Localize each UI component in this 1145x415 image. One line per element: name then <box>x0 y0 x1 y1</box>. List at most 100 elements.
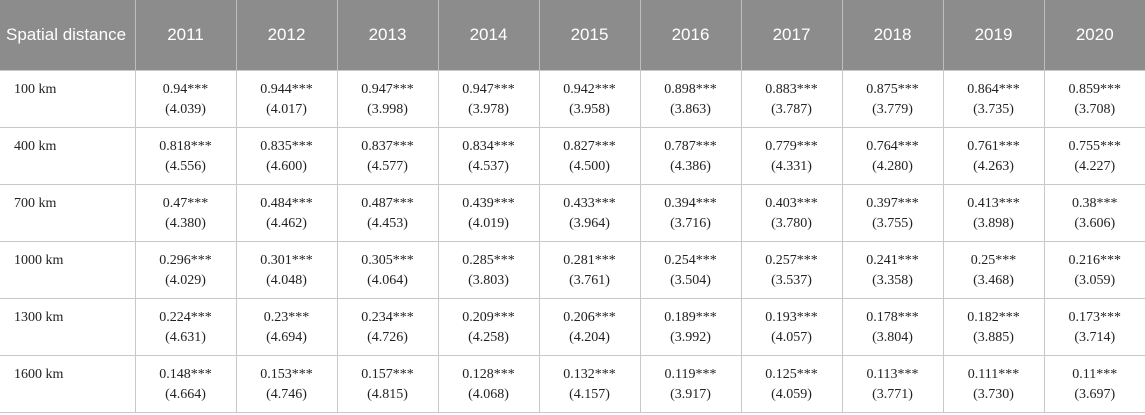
cell-content: 0.837*** (4.577) <box>338 128 438 177</box>
cell-content: 0.25*** (3.468) <box>944 242 1044 291</box>
table-cell: 0.11*** (3.697) <box>1043 355 1145 413</box>
t-statistic-value: (4.453) <box>367 216 408 231</box>
table-cell: 0.94*** (4.039) <box>134 70 237 128</box>
coefficient-value: 0.113*** <box>866 367 919 382</box>
header-year: 2019 <box>943 0 1045 71</box>
t-statistic-value: (4.258) <box>468 330 509 345</box>
t-statistic-value: (3.964) <box>569 216 610 231</box>
table-cell: 0.113*** (3.771) <box>841 355 944 413</box>
coefficient-value: 0.281*** <box>563 253 616 268</box>
coefficient-value: 0.947*** <box>361 82 414 97</box>
t-statistic-value: (4.577) <box>367 159 408 174</box>
table-cell: 0.128*** (4.068) <box>437 355 540 413</box>
t-statistic-value: (3.992) <box>670 330 711 345</box>
cell-content: 0.864*** (3.735) <box>944 71 1044 120</box>
t-statistic-value: (4.726) <box>367 330 408 345</box>
table-cell: 0.942*** (3.958) <box>538 70 641 128</box>
t-statistic-value: (4.029) <box>165 273 206 288</box>
cell-content: 0.119*** (3.917) <box>641 356 741 405</box>
t-statistic-value: (4.064) <box>367 273 408 288</box>
cell-content: 0.206*** (4.204) <box>540 299 640 348</box>
t-statistic-value: (4.746) <box>266 387 307 402</box>
cell-content: 0.835*** (4.600) <box>237 128 337 177</box>
coefficient-value: 0.761*** <box>967 139 1020 154</box>
coefficient-value: 0.864*** <box>967 82 1020 97</box>
distance-text: 400 km <box>14 139 57 154</box>
cell-content: 0.281*** (3.761) <box>540 242 640 291</box>
cell-content: 0.125*** (4.059) <box>742 356 842 405</box>
table-cell: 0.944*** (4.017) <box>235 70 338 128</box>
table-cell: 0.305*** (4.064) <box>336 241 439 299</box>
t-statistic-value: (4.057) <box>771 330 812 345</box>
cell-content: 0.23*** (4.694) <box>237 299 337 348</box>
table-cell: 0.484*** (4.462) <box>235 184 338 242</box>
t-statistic-value: (4.017) <box>266 102 307 117</box>
t-statistic-value: (3.787) <box>771 102 812 117</box>
table-cell: 0.818*** (4.556) <box>134 127 237 185</box>
coefficient-value: 0.182*** <box>967 310 1020 325</box>
coefficient-value: 0.942*** <box>563 82 616 97</box>
cell-content: 0.305*** (4.064) <box>338 242 438 291</box>
cell-content: 0.484*** (4.462) <box>237 185 337 234</box>
t-statistic-value: (3.863) <box>670 102 711 117</box>
table-cell: 0.173*** (3.714) <box>1043 298 1145 356</box>
t-statistic-value: (4.263) <box>973 159 1014 174</box>
coefficient-value: 0.132*** <box>563 367 616 382</box>
t-statistic-value: (3.804) <box>872 330 913 345</box>
cell-content: 0.883*** (3.787) <box>742 71 842 120</box>
cell-content: 0.779*** (4.331) <box>742 128 842 177</box>
t-statistic-value: (3.779) <box>872 102 913 117</box>
table-cell: 0.779*** (4.331) <box>740 127 843 185</box>
coefficient-value: 0.189*** <box>664 310 717 325</box>
cell-content: 0.487*** (4.453) <box>338 185 438 234</box>
t-statistic-value: (4.059) <box>771 387 812 402</box>
table-cell: 0.403*** (3.780) <box>740 184 843 242</box>
coefficient-value: 0.787*** <box>664 139 717 154</box>
coefficient-value: 0.178*** <box>866 310 919 325</box>
t-statistic-value: (3.504) <box>670 273 711 288</box>
table-cell: 0.864*** (3.735) <box>942 70 1045 128</box>
header-year: 2013 <box>337 0 439 71</box>
cell-content: 0.834*** (4.537) <box>439 128 539 177</box>
table-cell: 0.296*** (4.029) <box>134 241 237 299</box>
t-statistic-value: (3.978) <box>468 102 509 117</box>
coefficient-value: 0.111*** <box>967 367 1020 382</box>
header-year: 2011 <box>135 0 237 71</box>
t-statistic-value: (4.227) <box>1074 159 1116 174</box>
coefficient-value: 0.834*** <box>462 139 515 154</box>
distance-text: 1300 km <box>14 310 64 325</box>
coefficient-value: 0.403*** <box>765 196 818 211</box>
coefficient-value: 0.413*** <box>967 196 1020 211</box>
table-cell: 0.193*** (4.057) <box>740 298 843 356</box>
cell-content: 0.296*** (4.029) <box>136 242 236 291</box>
cell-content: 0.132*** (4.157) <box>540 356 640 405</box>
t-statistic-value: (4.039) <box>165 102 206 117</box>
t-statistic-value: (4.500) <box>569 159 610 174</box>
table-cell: 0.153*** (4.746) <box>235 355 338 413</box>
table-cell: 0.257*** (3.537) <box>740 241 843 299</box>
table-cell: 0.827*** (4.500) <box>538 127 641 185</box>
t-statistic-value: (3.885) <box>973 330 1014 345</box>
cell-content: 0.189*** (3.992) <box>641 299 741 348</box>
cell-content: 0.301*** (4.048) <box>237 242 337 291</box>
t-statistic-value: (4.068) <box>468 387 509 402</box>
coefficient-value: 0.11*** <box>1072 367 1118 382</box>
header-year: 2018 <box>842 0 944 71</box>
table-row: 1600 km 0.148*** (4.664) 0.153*** (4.746) 0.1… <box>0 355 1145 413</box>
coefficient-value: 0.305*** <box>361 253 414 268</box>
table-cell: 0.132*** (4.157) <box>538 355 641 413</box>
coefficient-value: 0.296*** <box>159 253 212 268</box>
t-statistic-value: (3.714) <box>1074 330 1116 345</box>
t-statistic-value: (3.730) <box>973 387 1014 402</box>
cell-content: 0.113*** (3.771) <box>843 356 943 405</box>
cell-content: 0.947*** (3.978) <box>439 71 539 120</box>
t-statistic-value: (4.204) <box>569 330 610 345</box>
table-row: 1000 km 0.296*** (4.029) 0.301*** (4.048) 0.3… <box>0 241 1145 299</box>
table-cell: 0.947*** (3.998) <box>336 70 439 128</box>
t-statistic-value: (4.537) <box>468 159 509 174</box>
coefficient-value: 0.157*** <box>361 367 414 382</box>
coefficient-value: 0.755*** <box>1068 139 1122 154</box>
table-cell: 0.281*** (3.761) <box>538 241 641 299</box>
table-cell: 0.859*** (3.708) <box>1043 70 1145 128</box>
cell-content: 0.787*** (4.386) <box>641 128 741 177</box>
